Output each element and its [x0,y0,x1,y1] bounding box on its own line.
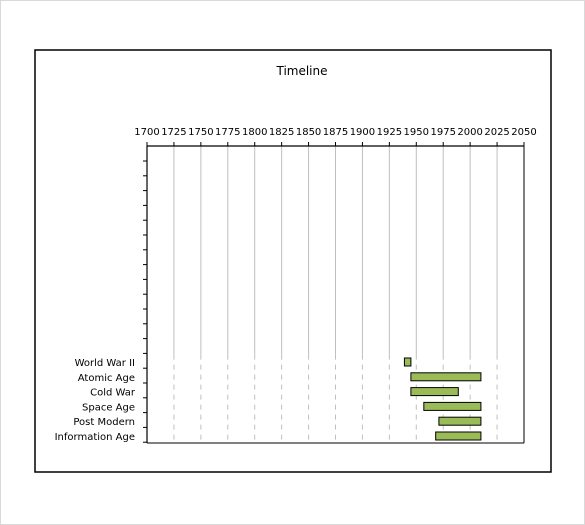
bars [403,357,482,441]
x-tick-labels: 1700 1725 1750 1775 1800 1825 1850 1875 1900 1925… [134,127,536,138]
x-tick-label-1975: 1975 [430,127,455,138]
chart-title: Timeline [275,64,327,78]
bar-0 [403,357,412,367]
bar-1 [410,372,482,382]
x-tick-label-1900: 1900 [350,127,375,138]
chart-area-frame [34,49,552,473]
x-tick-label-1875: 1875 [323,127,348,138]
axes [143,142,525,444]
bar-3 [423,401,482,411]
category-labels: World War II Atomic Age Cold War Space Age P… [55,358,136,443]
category-label-0: World War II [75,358,135,369]
category-label-4: Post Modern [73,417,135,428]
gridlines [173,146,498,443]
x-tick-label-1750: 1750 [188,127,213,138]
bar-4 [438,416,482,426]
x-tick-label-2025: 2025 [484,127,509,138]
x-tick-label-1825: 1825 [269,127,294,138]
x-tick-label-1850: 1850 [296,127,321,138]
x-tick-label-1925: 1925 [377,127,402,138]
x-tick-label-1700: 1700 [134,127,159,138]
x-tick-label-1800: 1800 [242,127,267,138]
x-tick-label-1775: 1775 [215,127,240,138]
category-label-2: Cold War [90,388,136,399]
bar-5 [435,431,482,441]
category-label-1: Atomic Age [78,373,135,384]
x-tick-label-1950: 1950 [404,127,429,138]
x-tick-label-2000: 2000 [457,127,482,138]
x-tick-label-1725: 1725 [161,127,186,138]
category-label-5: Information Age [55,432,135,443]
bar-2 [410,387,459,397]
x-tick-label-2050: 2050 [511,127,536,138]
category-label-3: Space Age [82,402,135,413]
